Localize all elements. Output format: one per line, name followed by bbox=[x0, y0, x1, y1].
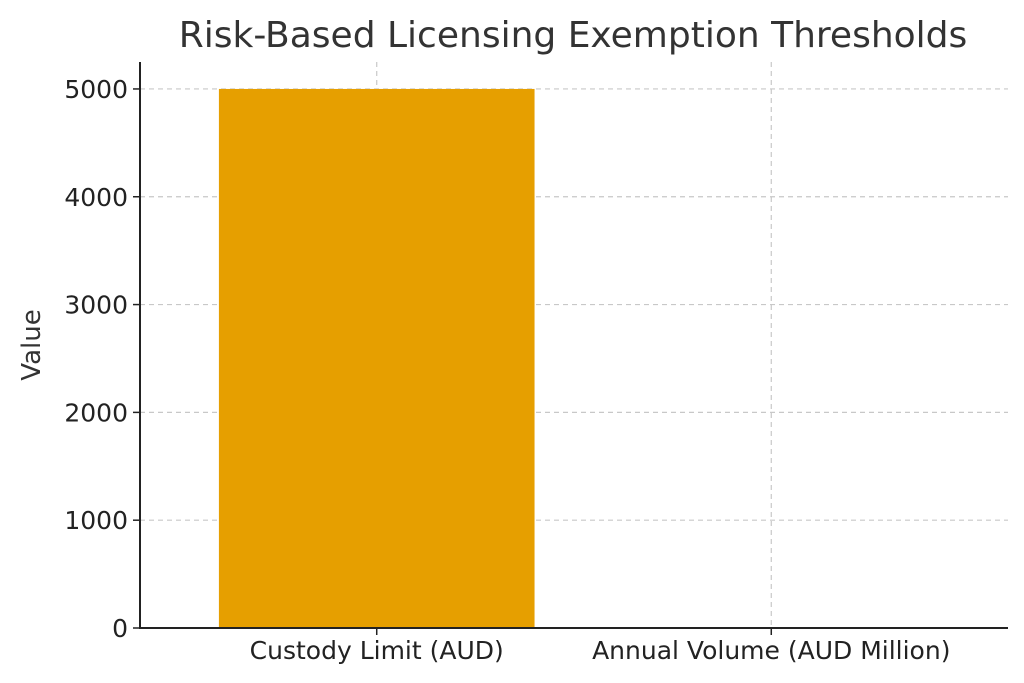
y-tick-label: 3000 bbox=[64, 291, 128, 320]
y-axis-label: Value bbox=[17, 309, 47, 380]
bar bbox=[218, 88, 535, 628]
y-tick-label: 2000 bbox=[64, 398, 128, 427]
y-tick-label: 5000 bbox=[64, 75, 128, 104]
bars bbox=[218, 88, 930, 628]
y-ticks: 0 1000 2000 3000 4000 5000 bbox=[64, 75, 140, 643]
y-tick-label: 1000 bbox=[64, 506, 128, 535]
y-tick-label: 0 bbox=[112, 614, 128, 643]
y-tick-label: 4000 bbox=[64, 183, 128, 212]
x-ticks: Custody Limit (AUD) Annual Volume (AUD Mi… bbox=[250, 628, 950, 665]
x-tick-label: Annual Volume (AUD Million) bbox=[592, 636, 950, 665]
axes bbox=[139, 62, 1008, 629]
x-tick-label: Custody Limit (AUD) bbox=[250, 636, 504, 665]
chart-title: Risk-Based Licensing Exemption Threshold… bbox=[179, 15, 968, 56]
